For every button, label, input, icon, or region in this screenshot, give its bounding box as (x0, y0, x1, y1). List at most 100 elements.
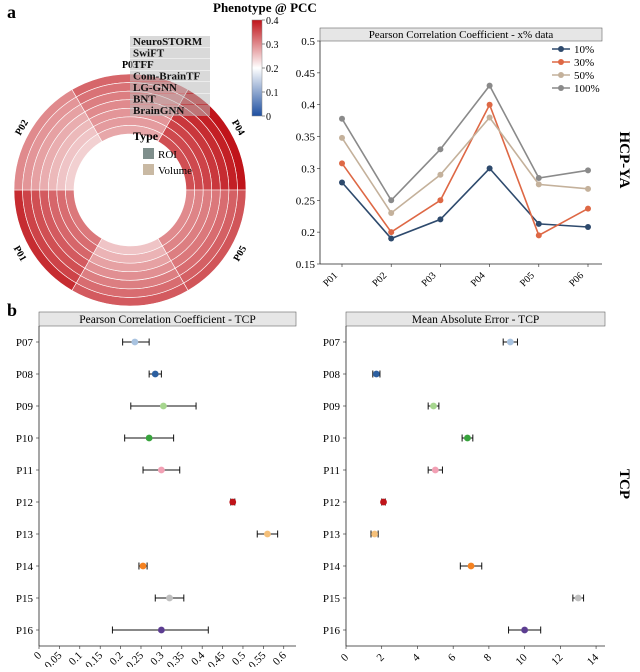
mae-title: Mean Absolute Error - TCP (412, 314, 540, 326)
mae-point-p16 (521, 626, 529, 634)
mae-point-p11 (431, 466, 439, 474)
series-point-100pct-p05 (535, 174, 542, 181)
line-y-tick-label: 0.35 (296, 132, 316, 144)
pcc-category-label-p12: P12 (16, 497, 33, 509)
colorbar-tick-label: 0.3 (266, 40, 279, 51)
model-label-neurostorm: NeuroSTORM (133, 36, 203, 48)
pcc-category-label-p07: P07 (16, 337, 34, 349)
mae-x-tick-label: 12 (549, 652, 565, 667)
pcc-x-tick-label: 0.25 (124, 649, 146, 667)
legend-marker-30pct (558, 59, 564, 65)
pcc-point-p15 (166, 594, 173, 602)
model-label-bg (130, 59, 210, 70)
line-x-tick-label-p01: P01 (321, 270, 340, 289)
series-point-10pct-p02 (388, 235, 395, 242)
series-point-30pct-p04 (486, 101, 493, 108)
phenotype-label-p05: P05 (232, 244, 250, 263)
series-line-100pct (341, 84, 589, 202)
model-label-com-braintf: Com-BrainTF (133, 71, 201, 83)
colorbar (251, 19, 263, 117)
model-label-tff: TFF (133, 59, 154, 71)
pcc-point-p09 (160, 402, 167, 410)
pcc-x-tick-label: 0.55 (246, 649, 268, 667)
series-point-50pct-p02 (388, 210, 395, 217)
mae-category-label-p11: P11 (323, 465, 340, 477)
pcc-category-label-p10: P10 (16, 433, 34, 445)
mae-category-label-p08: P08 (323, 369, 341, 381)
model-label-bg (130, 105, 210, 116)
type-legend-label-volume: Volume (158, 165, 192, 177)
type-legend-swatch-roi (143, 148, 154, 159)
mae-title-strip (345, 311, 606, 327)
heat-cell-p06-braingnn (97, 238, 163, 255)
pcc-x-tick-label: 0.15 (83, 649, 105, 667)
series-point-30pct-p02 (388, 229, 395, 236)
series-line-30pct (341, 102, 589, 237)
radial-heatmap: P01P02P03P04P05P06NeuroSTORMSwiFTTFFCom-… (11, 0, 317, 323)
pcc-point-p10 (145, 434, 153, 442)
pcc-title-strip (38, 311, 297, 327)
mae-point-p12 (380, 498, 387, 506)
series-point-10pct-p06 (585, 224, 591, 231)
series-point-10pct-p04 (486, 165, 493, 172)
line-y-tick-label: 0.2 (301, 227, 315, 239)
line-x-tick-label-p03: P03 (420, 270, 439, 289)
pcc-point-p13 (264, 530, 271, 538)
pcc-point-p08 (151, 370, 159, 378)
series-point-100pct-p02 (388, 197, 395, 204)
series-point-30pct-p06 (585, 205, 591, 212)
panel-label-a: a (7, 2, 16, 22)
mae-category-label-p09: P09 (323, 401, 341, 413)
radial-title: Phenotype @ PCC (213, 0, 317, 15)
model-label-bg (130, 93, 210, 105)
pcc-x-tick-label: 0.6 (271, 649, 290, 667)
pcc-category-label-p13: P13 (16, 529, 34, 541)
pcc-errorbar-chart: Pearson Correlation Coefficient - TCP P07… (16, 311, 297, 672)
line-x-tick-label-p05: P05 (518, 270, 537, 289)
model-label-bg (130, 36, 210, 47)
series-line-10pct (341, 167, 589, 240)
line-title: Pearson Correlation Coefficient - x% dat… (369, 29, 554, 41)
type-legend-label-roi: ROI (158, 149, 177, 161)
mae-point-p07 (506, 338, 514, 346)
series-point-10pct-p03 (437, 216, 444, 223)
series-point-50pct-p04 (486, 114, 493, 121)
series-point-50pct-p06 (585, 185, 591, 192)
series-point-100pct-p06 (585, 167, 591, 174)
pcc-x-tick-label: 0 (32, 649, 45, 662)
pcc-x-tick-label: 0.35 (165, 649, 187, 667)
model-label-bg (130, 82, 210, 93)
pcc-category-label-p08: P08 (16, 369, 34, 381)
type-legend-swatch-volume (143, 164, 154, 175)
pcc-point-p14 (139, 562, 147, 570)
mae-category-label-p15: P15 (323, 593, 341, 605)
line-x-tick-label-p02: P02 (371, 270, 390, 289)
series-line-50pct (341, 116, 589, 215)
mae-point-p08 (372, 370, 380, 378)
line-y-tick-label: 0.25 (296, 195, 316, 207)
colorbar-tick-label: 0.4 (266, 16, 279, 27)
pcc-category-label-p11: P11 (16, 465, 33, 477)
mae-category-label-p07: P07 (323, 337, 341, 349)
side-label-tcp: TCP (616, 469, 632, 499)
legend-marker-100pct (558, 85, 564, 91)
mae-point-p13 (371, 530, 378, 538)
series-point-100pct-p01 (339, 115, 345, 122)
mae-x-tick-label: 0 (339, 651, 352, 664)
series-point-50pct-p03 (437, 171, 444, 178)
mae-point-p14 (467, 562, 475, 570)
line-y-tick-label: 0.15 (296, 259, 316, 271)
pcc-x-tick-label: 0.5 (230, 649, 249, 667)
series-point-100pct-p03 (437, 146, 444, 153)
type-legend-title: Type (133, 129, 159, 143)
model-label-bg (130, 47, 210, 59)
series-point-30pct-p03 (437, 197, 444, 204)
series-point-10pct-p05 (535, 220, 542, 227)
mae-category-label-p12: P12 (323, 497, 340, 509)
pcc-point-p12 (229, 498, 237, 506)
model-label-braingnn: BrainGNN (133, 105, 184, 117)
pcc-x-tick-label: 0.1 (67, 650, 85, 667)
line-y-tick-label: 0.5 (301, 36, 315, 48)
mae-x-tick-label: 4 (410, 651, 423, 664)
line-chart: Pearson Correlation Coefficient - x% dat… (296, 27, 603, 289)
